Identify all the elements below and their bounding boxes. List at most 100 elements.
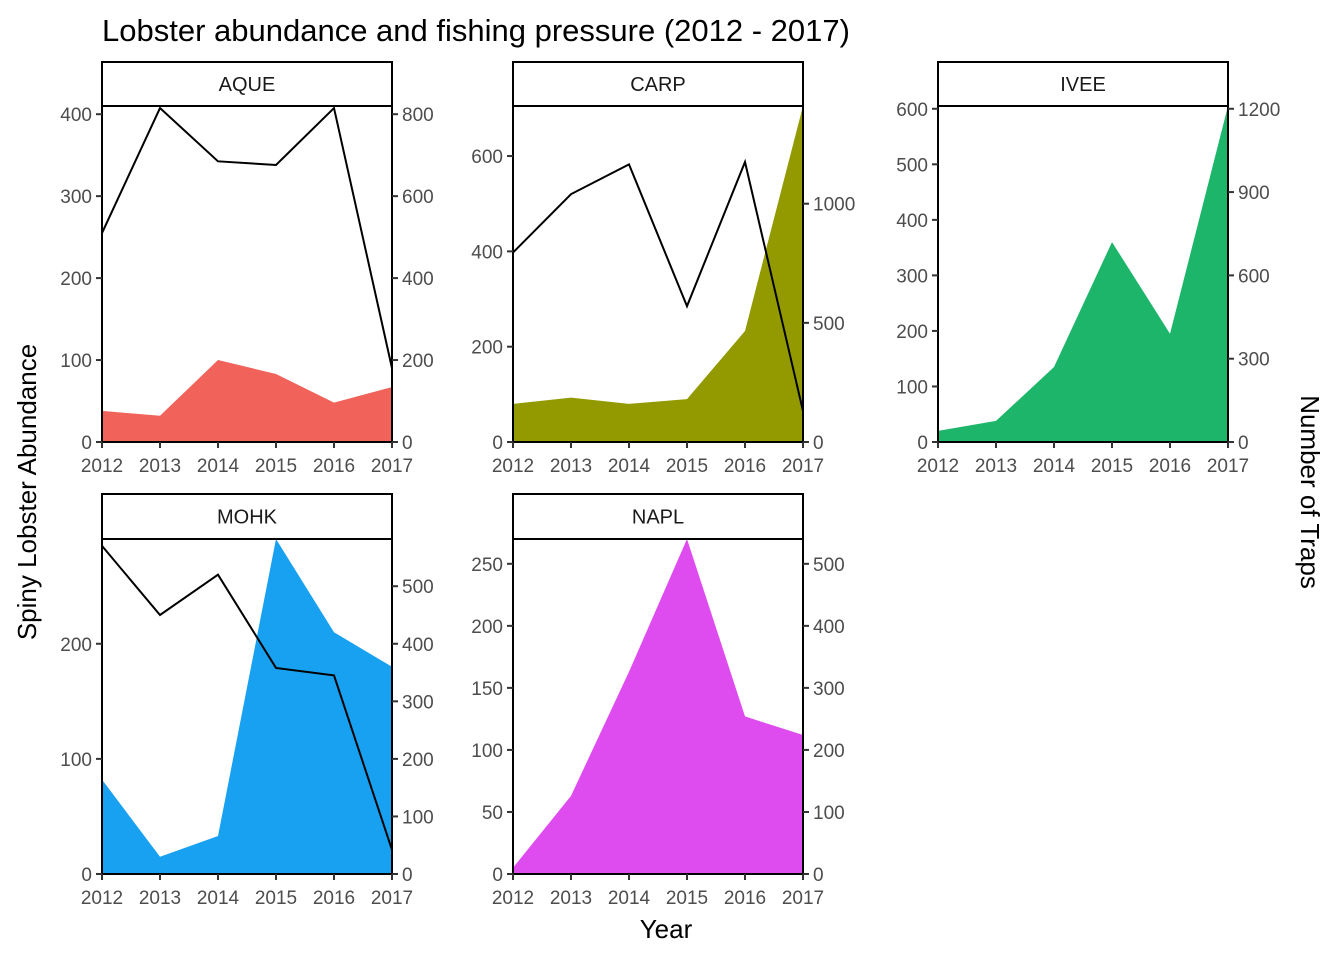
x-tick-label: 2012 [492,888,534,909]
y2-tick-label: 300 [402,692,434,713]
y-tick-label: 50 [482,803,503,824]
y2-tick-label: 0 [402,433,413,454]
y-tick-label: 0 [492,865,503,886]
x-axis-title: Year [640,914,693,944]
y-tick-label: 250 [471,555,503,576]
y-tick-label: 100 [60,750,92,771]
strip-box [101,493,393,540]
x-tick-label: 2015 [666,456,708,477]
y2-tick-label: 300 [813,679,845,700]
x-tick-label: 2017 [371,456,413,477]
abundance-area [102,360,392,442]
y2-tick-label: 500 [813,555,845,576]
strip-label: NAPL [632,507,684,529]
abundance-point [1112,242,1113,243]
y2-tick-label: 600 [1238,266,1270,287]
y2-tick-label: 100 [813,803,845,824]
x-tick-label: 2013 [975,456,1017,477]
abundance-area [513,539,803,874]
y-tick-label: 100 [471,741,503,762]
traps-line [101,106,393,369]
traps-line [101,545,393,851]
y-tick-label: 0 [81,433,92,454]
y-tick-label: 200 [471,338,503,359]
x-tick-label: 2012 [81,888,123,909]
y2-tick-label: 0 [402,865,413,886]
y2-tick-label: 300 [1238,350,1270,371]
abundance-point [996,420,997,421]
facet-panels: AQUE 0 100 200 300 400 0 200 400 600 800 2012 2013 20… [60,61,1280,909]
x-tick-label: 2015 [255,888,297,909]
strip-label: MOHK [217,507,278,529]
y2-tick-label: 1000 [813,195,855,216]
abundance-point [629,671,630,672]
x-tick-label: 2015 [255,456,297,477]
abundance-point [687,399,688,400]
x-tick-label: 2014 [197,888,240,909]
secondary-y-axis-title: Number of Traps [1295,395,1325,589]
abundance-point [1054,367,1055,368]
panel-aque: AQUE 0 100 200 300 400 0 200 400 600 800 2012 2013 20… [60,61,434,477]
x-tick-label: 2014 [608,456,651,477]
abundance-point [218,360,219,361]
abundance-point [745,716,746,717]
y2-tick-label: 200 [402,351,434,372]
y2-tick-label: 500 [402,577,434,598]
y-tick-label: 300 [896,266,928,287]
x-tick-label: 2016 [313,888,355,909]
traps-line [512,158,804,412]
y-tick-label: 400 [471,242,503,263]
abundance-point [218,836,219,837]
abundance-point [571,397,572,398]
y2-tick-label: 0 [813,433,824,454]
strip-box [512,493,804,540]
abundance-area [102,539,392,874]
panel-ivee: IVEE 0 100 200 300 400 500 600 0 300 600 900 1200 201… [896,61,1280,477]
panel-mohk: MOHK 0 100 200 0 100 200 300 400 500 2012 2013 2014 2… [60,493,434,909]
strip-label: AQUE [219,74,276,96]
chart-title: Lobster abundance and fishing pressure (… [102,13,850,48]
y2-tick-label: 500 [813,314,845,335]
strip-label: CARP [630,74,686,96]
y-tick-label: 100 [60,351,92,372]
y-tick-label: 500 [896,155,928,176]
y-tick-label: 200 [896,322,928,343]
y2-tick-label: 0 [1238,433,1249,454]
strip-label: IVEE [1060,74,1106,96]
y2-tick-label: 400 [813,617,845,638]
y2-tick-label: 0 [813,865,824,886]
abundance-point [334,402,335,403]
y2-tick-label: 1200 [1238,100,1280,121]
x-tick-label: 2013 [139,456,181,477]
y-tick-label: 600 [471,147,503,168]
y2-tick-label: 400 [402,635,434,656]
y2-tick-label: 600 [402,187,434,208]
x-tick-label: 2016 [313,456,355,477]
panel-carp: CARP 0 200 400 600 0 500 1000 2012 2013 2014 2015 20… [471,61,855,477]
x-tick-label: 2017 [782,456,824,477]
abundance-area [938,106,1228,442]
x-tick-label: 2014 [1033,456,1076,477]
y-tick-label: 300 [60,187,92,208]
x-tick-label: 2017 [1207,456,1249,477]
y-tick-label: 200 [60,269,92,290]
abundance-point [160,415,161,416]
y-tick-label: 0 [492,433,503,454]
x-tick-label: 2016 [1149,456,1191,477]
strip-box [512,61,804,107]
y-tick-label: 400 [60,105,92,126]
abundance-area [513,106,803,442]
x-tick-label: 2017 [371,888,413,909]
y2-tick-label: 200 [813,741,845,762]
y2-tick-label: 200 [402,750,434,771]
x-tick-label: 2016 [724,888,766,909]
strip-box [101,61,393,107]
x-tick-label: 2015 [1091,456,1133,477]
y-tick-label: 100 [896,377,928,398]
y2-tick-label: 900 [1238,183,1270,204]
x-tick-label: 2013 [550,456,592,477]
y2-tick-label: 400 [402,269,434,290]
y2-tick-label: 800 [402,105,434,126]
panel-napl: NAPL 0 50 100 150 200 250 0 100 200 300 400 500 2012 2… [471,493,845,909]
x-tick-label: 2016 [724,456,766,477]
